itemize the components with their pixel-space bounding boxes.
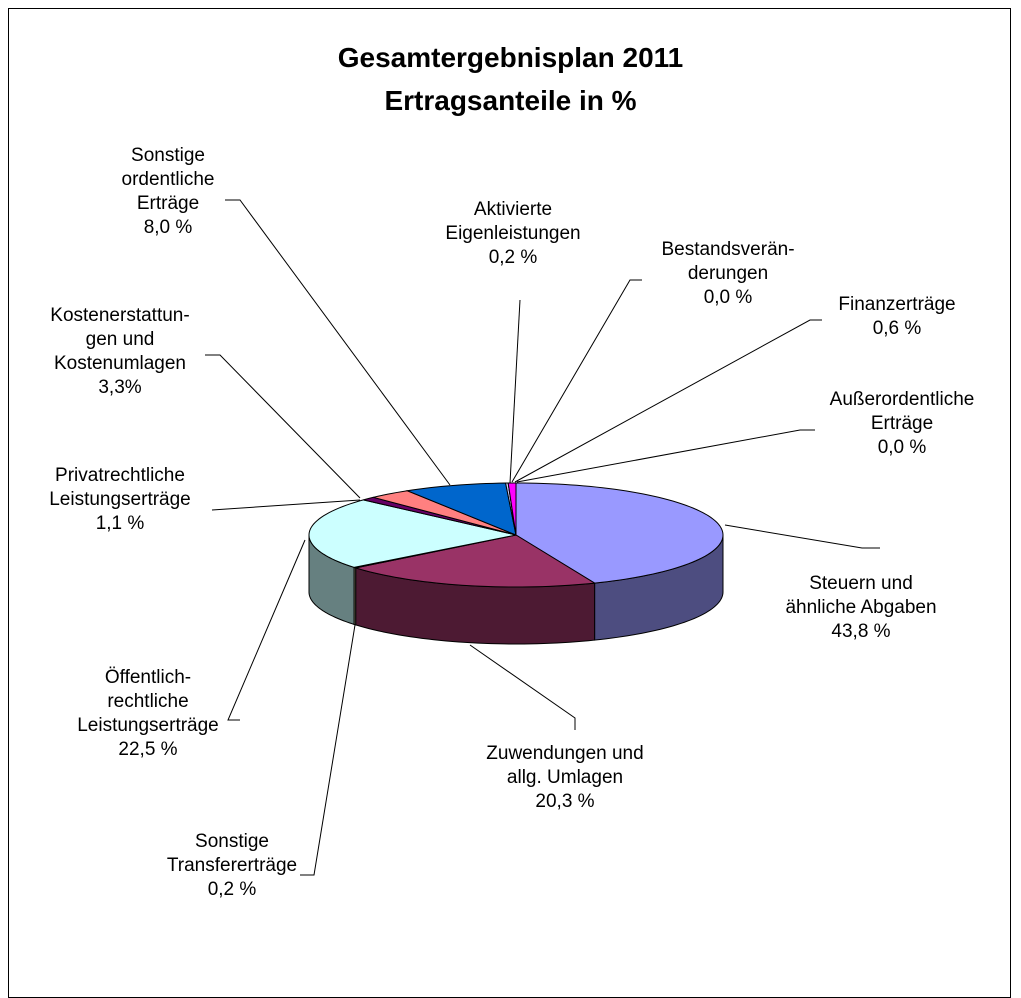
slice-label: Kostenerstattun- gen und Kostenumlagen 3,…	[0, 304, 240, 400]
category-label: Sonstige ordentliche Erträge	[121, 145, 215, 214]
category-label: Aktivierte Eigenleistungen	[445, 199, 581, 244]
value-label: 20,3 %	[535, 791, 595, 812]
leader-line	[516, 429, 815, 483]
slice-label: Steuern und ähnliche Abgaben 43,8 %	[741, 572, 981, 644]
value-label: 43,8 %	[831, 621, 891, 642]
leader-line	[514, 319, 822, 483]
category-label: Steuern und ähnliche Abgaben	[785, 573, 937, 618]
leader-line	[225, 199, 451, 486]
value-label: 22,5 %	[118, 739, 178, 760]
pie-slice	[355, 534, 597, 588]
leader-line	[211, 499, 361, 511]
category-label: Öffentlich- rechtliche Leistungserträge	[77, 667, 219, 736]
value-label: 0,2 %	[207, 879, 257, 900]
chart-title: Gesamtergebnisplan 2011 Ertragsanteile i…	[337, 42, 684, 116]
pie-slice	[308, 499, 517, 568]
category-label: Kostenerstattun- gen und Kostenumlagen	[50, 305, 190, 374]
category-label: Zuwendungen und allg. Umlagen	[486, 743, 644, 788]
category-label: Finanzerträge	[838, 294, 956, 315]
pie-slice	[405, 482, 517, 536]
category-label: Privatrechtliche Leistungserträge	[49, 465, 191, 510]
value-label: 8,0 %	[143, 217, 193, 238]
slice-label: Außerordentliche Erträge 0,0 %	[782, 388, 1021, 460]
slice-label: Finanzerträge 0,6 %	[777, 293, 1017, 341]
leader-line	[205, 354, 361, 499]
slice-label: Aktivierte Eigenleistungen 0,2 %	[393, 198, 633, 270]
category-label: Bestandsverän- derungen	[661, 239, 795, 284]
leader-line	[227, 539, 306, 721]
slice-label: Sonstige ordentliche Erträge 8,0 %	[48, 144, 288, 240]
pie-slice	[515, 482, 724, 584]
value-label: 0,0 %	[877, 437, 927, 458]
slice-label: Öffentlich- rechtliche Leistungserträge 2…	[28, 666, 268, 762]
leader-line	[511, 279, 642, 483]
leader-line	[724, 524, 880, 549]
slice-label: Bestandsverän- derungen 0,0 %	[608, 238, 848, 310]
leader-line	[469, 644, 576, 730]
slice-label: Privatrechtliche Leistungserträge 1,1 %	[0, 464, 240, 536]
value-label: 1,1 %	[95, 513, 145, 534]
slice-label: Zuwendungen und allg. Umlagen 20,3 %	[445, 742, 685, 814]
leader-line	[509, 299, 521, 484]
pie-slice	[373, 490, 517, 536]
category-label: Sonstige Transfererträge	[166, 831, 298, 876]
slice-label: Sonstige Transfererträge 0,2 %	[112, 830, 352, 902]
value-label: 0,2 %	[488, 247, 538, 268]
leader-line	[300, 624, 356, 876]
value-label: 0,0 %	[703, 287, 753, 308]
value-label: 0,6 %	[872, 318, 922, 339]
category-label: Außerordentliche Erträge	[829, 389, 975, 434]
value-label: 3,3%	[98, 377, 142, 398]
